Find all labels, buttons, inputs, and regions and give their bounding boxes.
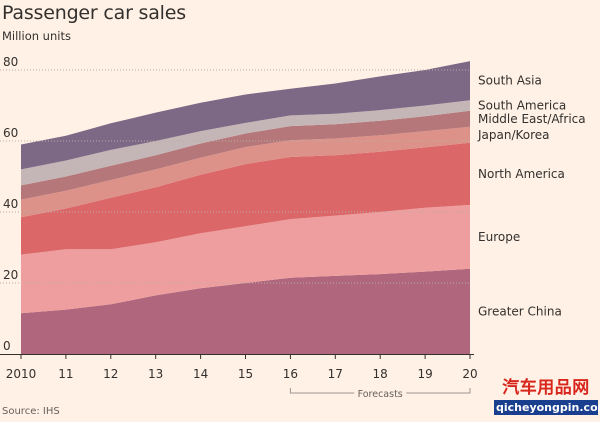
area-south-asia	[21, 61, 470, 170]
area-middle-east-africa	[21, 110, 470, 200]
x-tick-label: 2010	[6, 367, 37, 381]
area-greater-china	[21, 268, 470, 354]
watermark-text: 汽车用品网	[502, 378, 590, 398]
area-south-america	[21, 100, 470, 186]
area-japan-korea	[21, 126, 470, 218]
area-layers	[21, 61, 470, 354]
y-tick-label: 40	[3, 197, 18, 211]
series-label: Greater China	[478, 304, 562, 318]
source-note: Source: IHS	[2, 406, 60, 417]
x-tick-label: 14	[193, 367, 208, 381]
y-tick-label: 0	[3, 339, 11, 353]
watermark-url: qicheyongpin.com	[494, 400, 600, 415]
x-tick-label: 13	[148, 367, 163, 381]
chart-title: Passenger car sales	[2, 2, 186, 24]
series-label: Europe	[478, 230, 520, 244]
x-tick-label: 16	[283, 367, 298, 381]
series-label: North America	[478, 167, 565, 181]
x-tick-label: 11	[58, 367, 73, 381]
y-tick-label: 60	[3, 126, 18, 140]
area-north-america	[21, 142, 470, 255]
watermark: 汽车用品网 qicheyongpin.com	[494, 378, 600, 415]
series-label: South Asia	[478, 74, 542, 88]
gridlines	[0, 69, 470, 284]
x-tick-label: 19	[417, 367, 432, 381]
x-tick-label: 12	[103, 367, 118, 381]
area-europe	[21, 204, 470, 314]
forecast-label-bg	[354, 387, 407, 399]
series-label: Middle East/Africa	[478, 112, 586, 126]
series-label: Japan/Korea	[477, 128, 550, 142]
series-label: South America	[478, 99, 566, 113]
chart-subtitle: Million units	[2, 29, 71, 43]
x-tick-label: 20	[462, 367, 477, 381]
x-tick-label: 17	[328, 367, 343, 381]
y-tick-label: 20	[3, 268, 18, 282]
x-tick-label: 15	[238, 367, 253, 381]
x-tick-label: 18	[373, 367, 388, 381]
y-tick-label: 80	[3, 55, 18, 69]
forecast-label: Forecasts	[358, 389, 403, 400]
